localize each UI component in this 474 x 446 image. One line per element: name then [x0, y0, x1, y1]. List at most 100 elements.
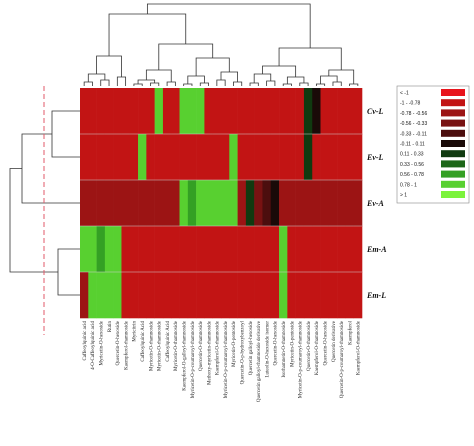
heatmap-cell [229, 88, 238, 135]
heatmap-cell [303, 226, 313, 273]
heatmap-cell [254, 226, 263, 273]
heatmap-cell [229, 134, 238, 181]
heatmap-cell [262, 272, 272, 319]
dendrogram-branch [266, 80, 276, 86]
heatmap-cell [80, 272, 89, 319]
dendrogram-branch [158, 43, 214, 70]
heatmap-cell [254, 134, 263, 181]
column-label: Myricetin-O-pentoside [290, 320, 295, 367]
heatmap-cell [196, 88, 205, 135]
heatmap-cell [96, 134, 106, 181]
dendrogram-branch [216, 79, 226, 86]
heatmap-cell [312, 226, 321, 273]
heatmap-cell [312, 88, 321, 135]
dendrogram-branch [233, 81, 243, 86]
heatmap-cell [138, 180, 147, 227]
heatmap-cell [179, 226, 189, 273]
heatmap-cell [80, 180, 89, 227]
heatmap-cell [179, 272, 189, 319]
dendrogram-branch [282, 83, 292, 86]
legend-swatch [441, 150, 465, 158]
dendrogram-branch [199, 82, 209, 86]
heatmap-cell [345, 272, 354, 319]
heatmap-cell [254, 272, 263, 319]
heatmap-cell [245, 88, 255, 135]
heatmap-cell [279, 272, 288, 319]
heatmap-cell [303, 88, 313, 135]
heatmap-cell [337, 88, 346, 135]
dendrogram-branch [315, 83, 326, 86]
row-label: Ev-L [366, 153, 384, 162]
heatmap-cell [353, 272, 363, 319]
column-label: Kaempferol-rhamnoside [124, 320, 129, 370]
legend-label: -0.11 - 0.11 [400, 142, 425, 148]
dendrogram-branch [349, 83, 359, 86]
heatmap-cell [113, 226, 122, 273]
heatmap-cell [320, 88, 330, 135]
column-label: Caffeoylquinic Acid [141, 321, 146, 362]
heatmap-cell [121, 180, 131, 227]
column-dendrogram [83, 3, 359, 86]
heatmap-cell [104, 134, 114, 181]
heatmap-cell [96, 88, 106, 135]
heatmap-cell [287, 134, 296, 181]
heatmap-cell [320, 180, 330, 227]
column-label: Methoxy-myricetin-rhamnoside [207, 320, 212, 385]
dendrogram-branch [87, 73, 106, 82]
row-label: Em-A [366, 245, 387, 254]
column-label: Myricitrin [133, 321, 138, 342]
dendrogram-branch [150, 82, 160, 86]
legend-label: 0.78 - 1 [400, 182, 417, 188]
heatmap-cell [303, 180, 313, 227]
column-label: Caffeoylquinic acid [83, 321, 88, 361]
dendrogram-branch [57, 248, 80, 296]
heatmap-cell [204, 226, 213, 273]
heatmap-cell [337, 226, 346, 273]
heatmap-cell [328, 272, 338, 319]
row-label: Ev-A [366, 199, 385, 208]
heatmap-cell [337, 180, 346, 227]
dendrogram-branch [278, 47, 342, 70]
heatmap-cell [270, 226, 280, 273]
heatmap-cell [171, 180, 180, 227]
heatmap-cell [162, 134, 172, 181]
heatmap-cell [245, 180, 255, 227]
heatmap-cell [96, 272, 106, 319]
heatmap-cell [279, 134, 288, 181]
heatmap-cell [312, 180, 321, 227]
heatmap-cell [221, 88, 230, 135]
heatmap-cell [146, 88, 155, 135]
column-label: Quercetin derivative [332, 320, 337, 362]
column-label: Kaempferol-O-galloyl-rhamnoside [183, 320, 188, 390]
heatmap-cell [171, 88, 180, 135]
heatmap-cell [312, 134, 321, 181]
heatmap-cell [237, 88, 247, 135]
heatmap-cell [262, 180, 272, 227]
row-dendrogram [9, 86, 80, 335]
legend-label: 0.56 - 0.78 [400, 172, 424, 178]
heatmap-cell [171, 226, 180, 273]
heatmap-cell [162, 180, 172, 227]
heatmap-cell [212, 272, 222, 319]
heatmap-cell [295, 180, 305, 227]
heatmap-cell [187, 134, 197, 181]
heatmap-cell [279, 226, 288, 273]
heatmap-cell [129, 134, 139, 181]
legend-swatch [441, 180, 465, 188]
heatmap-cell [80, 226, 89, 273]
heatmap-cell [204, 180, 213, 227]
heatmap-cell [262, 88, 272, 135]
legend-label: < -1 [400, 91, 409, 97]
column-label: Kaempferol [348, 320, 353, 344]
dendrogram-branch [262, 65, 297, 77]
legend-swatch [441, 119, 465, 127]
heatmap-cell [221, 226, 230, 273]
heatmap-cell [229, 272, 238, 319]
heatmap-cell [138, 134, 147, 181]
dendrogram-branch [51, 110, 80, 158]
heatmap-cell [146, 226, 155, 273]
dendrogram-branch [299, 82, 309, 86]
column-label: Myricetin-O-p-coumaroyl-rhamnoside [191, 320, 196, 398]
legend-label: -0.33 - -0.11 [400, 131, 427, 137]
